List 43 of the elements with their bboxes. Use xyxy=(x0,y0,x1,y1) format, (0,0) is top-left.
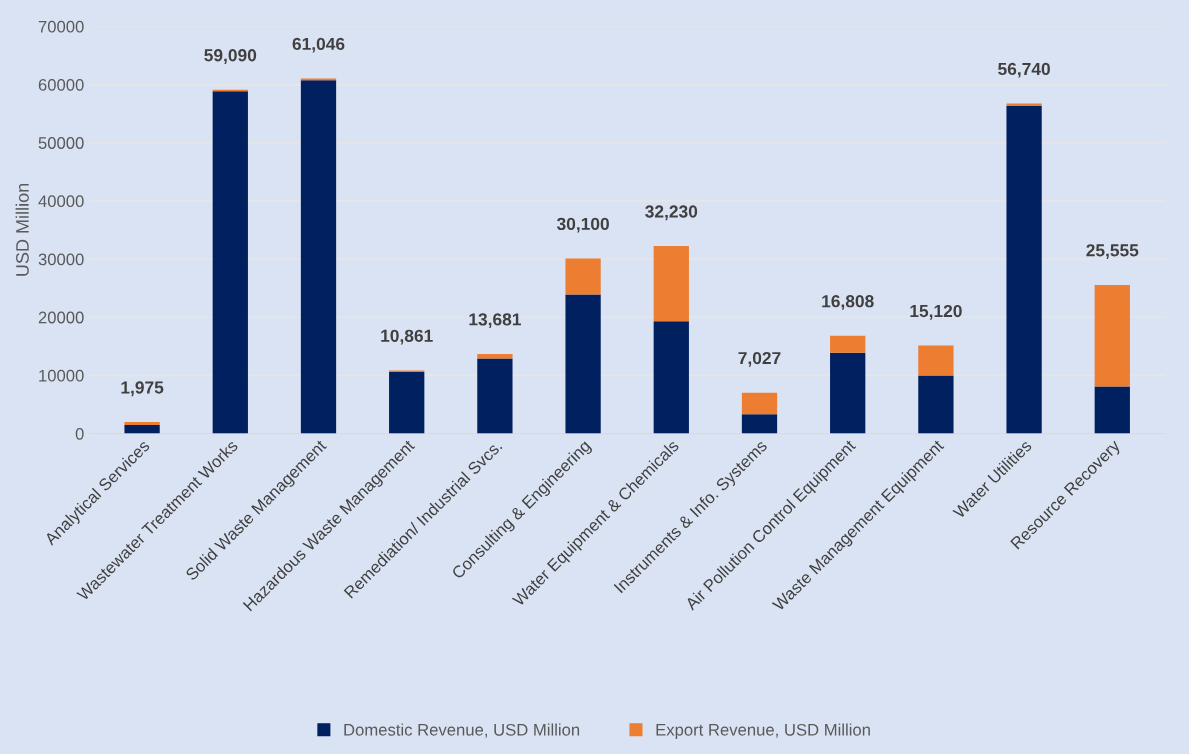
total-label: 25,555 xyxy=(1086,244,1139,259)
y-tick-label: 0 xyxy=(75,427,84,440)
bar xyxy=(918,375,954,434)
bar xyxy=(477,353,513,359)
y-tick-label: 50000 xyxy=(38,137,84,149)
bar xyxy=(1094,386,1130,434)
bar xyxy=(477,358,513,434)
total-label: 7,027 xyxy=(738,351,781,367)
y-tick-label: 40000 xyxy=(38,195,84,208)
bar xyxy=(1006,106,1042,434)
bar xyxy=(124,425,160,434)
bar xyxy=(741,392,778,415)
bar xyxy=(124,422,160,426)
legend-label: Export Revenue, USD Million xyxy=(656,723,870,739)
bar xyxy=(653,321,689,434)
y-tick-label: 70000 xyxy=(38,20,84,33)
y-tick-label: 20000 xyxy=(38,311,84,324)
y-tick-label: 10000 xyxy=(39,369,84,382)
total-label: 56,740 xyxy=(998,62,1050,78)
bar xyxy=(1094,284,1130,387)
total-label: 61,046 xyxy=(292,37,345,53)
bar xyxy=(300,80,337,434)
bar xyxy=(653,246,689,322)
y-tick-label: 60000 xyxy=(38,78,84,91)
total-label: 59,090 xyxy=(204,49,257,64)
y-axis-title: USD Million xyxy=(15,183,29,276)
bar xyxy=(918,345,954,376)
bar xyxy=(830,335,866,353)
bar xyxy=(212,91,248,434)
total-label: 10,861 xyxy=(381,329,433,345)
legend-label: Domestic Revenue, USD Million xyxy=(344,723,580,738)
bar xyxy=(741,414,778,434)
total-label: 15,120 xyxy=(910,304,962,320)
total-label: 30,100 xyxy=(556,217,609,233)
total-label: 13,681 xyxy=(469,313,521,329)
total-label: 1,975 xyxy=(121,381,164,397)
y-tick-label: 30000 xyxy=(38,253,84,266)
total-label: 32,230 xyxy=(645,205,698,221)
total-label: 16,808 xyxy=(822,295,874,310)
bar xyxy=(565,258,601,295)
bar xyxy=(565,294,601,434)
bar xyxy=(389,371,425,434)
bar xyxy=(830,352,866,434)
